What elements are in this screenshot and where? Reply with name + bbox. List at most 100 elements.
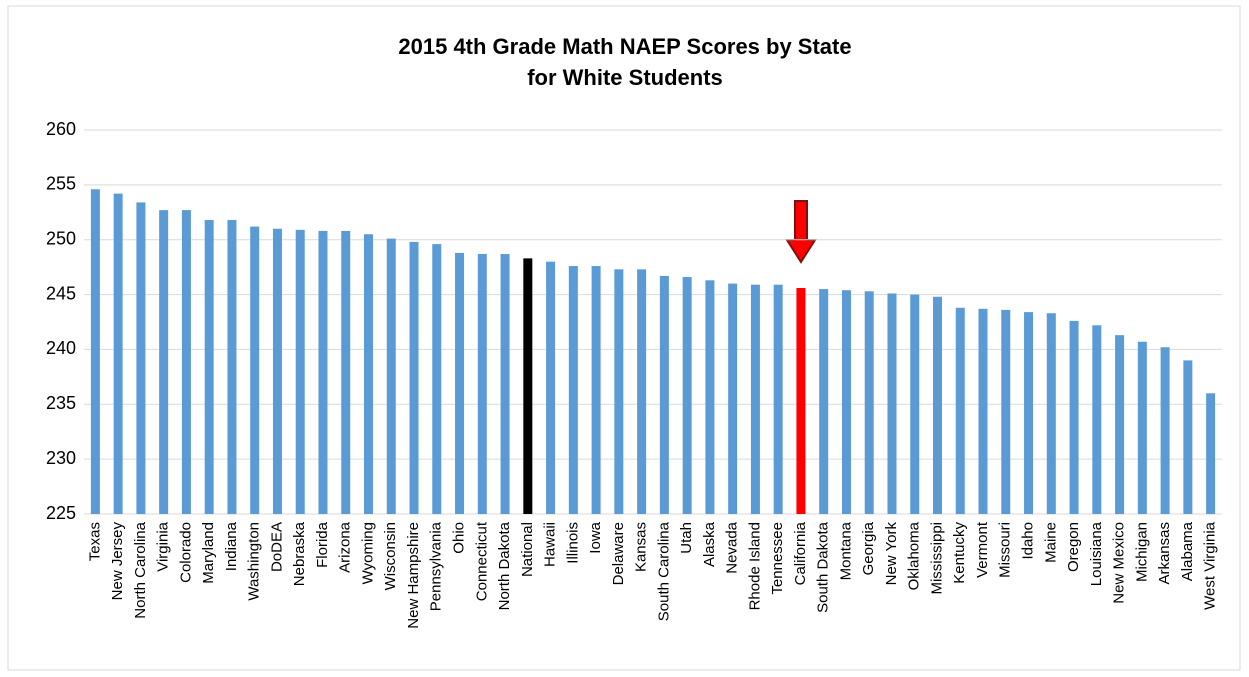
x-tick-label: Virginia — [155, 521, 172, 571]
x-tick-label: Montana — [837, 521, 854, 580]
bar — [591, 266, 601, 514]
bar — [955, 307, 965, 514]
bar — [409, 241, 419, 514]
bar — [887, 293, 897, 514]
y-tick-label: 250 — [46, 228, 76, 248]
bar — [455, 252, 465, 514]
bar — [1115, 335, 1125, 514]
x-tick-label: Iowa — [587, 521, 604, 553]
x-tick-label: Alabama — [1179, 521, 1196, 581]
bar — [728, 283, 738, 514]
x-tick-label: New Mexico — [1111, 522, 1128, 604]
bar — [1160, 347, 1170, 514]
bar — [1206, 393, 1216, 514]
x-tick-label: National — [519, 522, 536, 577]
x-tick-label: Washington — [246, 522, 263, 601]
bar — [523, 258, 533, 514]
chart-subtitle: for White Students — [527, 65, 723, 90]
x-tick-label: West Virginia — [1202, 521, 1219, 609]
x-tick-label: Florida — [314, 521, 331, 568]
x-tick-label: Wisconsin — [382, 522, 399, 590]
bar — [750, 284, 760, 514]
bar — [295, 229, 305, 514]
bar — [568, 266, 578, 514]
x-tick-label: North Dakota — [496, 521, 513, 610]
x-tick-label: Arkansas — [1156, 522, 1173, 585]
bar — [386, 238, 396, 515]
y-tick-label: 225 — [46, 503, 76, 523]
bar — [250, 226, 260, 514]
x-tick-label: Louisiana — [1088, 521, 1105, 586]
x-tick-label: Kentucky — [951, 522, 968, 584]
y-tick-label: 260 — [46, 119, 76, 139]
x-tick-label: Oklahoma — [906, 521, 923, 590]
bar — [477, 253, 487, 514]
x-tick-label: Pennsylvania — [428, 521, 445, 611]
bar — [705, 280, 715, 514]
bar — [659, 275, 669, 514]
x-tick-label: Arizona — [337, 521, 354, 573]
bar — [90, 189, 100, 514]
bar — [910, 294, 920, 514]
bar — [1183, 360, 1193, 514]
x-tick-label: Nebraska — [291, 521, 308, 586]
x-tick-label: Michigan — [1133, 522, 1150, 582]
x-tick-label: Tennessee — [769, 522, 786, 595]
x-tick-label: Ohio — [451, 522, 468, 554]
x-tick-label: Alaska — [701, 521, 718, 567]
bar — [227, 219, 237, 515]
bar — [864, 291, 874, 514]
x-tick-label: Indiana — [223, 521, 240, 571]
x-tick-label: North Carolina — [132, 521, 149, 618]
bar — [978, 308, 988, 514]
x-tick-label: South Dakota — [815, 521, 832, 613]
y-tick-label: 235 — [46, 393, 76, 413]
bar — [637, 269, 647, 514]
x-tick-label: Kansas — [633, 522, 650, 572]
x-tick-label: Georgia — [860, 521, 877, 575]
bar — [682, 277, 692, 514]
bar — [933, 296, 942, 514]
x-tick-label: Texas — [86, 522, 103, 561]
bar — [841, 290, 851, 514]
bar — [136, 202, 146, 514]
x-tick-label: Maine — [1042, 522, 1059, 563]
y-tick-label: 245 — [46, 283, 76, 303]
y-tick-label: 255 — [46, 174, 76, 194]
bar — [432, 244, 442, 515]
bar — [1137, 341, 1147, 514]
bar — [546, 261, 556, 514]
bar — [1069, 320, 1079, 514]
bar — [796, 287, 806, 514]
bar — [1092, 325, 1102, 514]
y-tick-label: 230 — [46, 448, 76, 468]
x-tick-label: Rhode Island — [746, 522, 763, 610]
x-tick-label: New Hampshire — [405, 522, 422, 629]
x-tick-label: Missouri — [997, 522, 1014, 578]
bar — [159, 210, 169, 514]
bar — [1046, 313, 1056, 514]
bar — [204, 219, 214, 515]
bar — [819, 289, 829, 514]
x-tick-label: Maryland — [200, 522, 217, 584]
x-tick-label: California — [792, 521, 809, 585]
bar — [113, 193, 123, 515]
y-tick-label: 240 — [46, 338, 76, 358]
x-tick-label: Nevada — [724, 521, 741, 573]
bar — [1001, 309, 1011, 514]
x-tick-label: New Jersey — [109, 522, 126, 601]
x-tick-label: Utah — [678, 522, 695, 554]
bar — [773, 284, 783, 514]
x-tick-label: Idaho — [1020, 522, 1037, 560]
x-tick-label: New York — [883, 522, 900, 586]
bar — [1024, 312, 1034, 514]
x-tick-label: Illinois — [564, 522, 581, 564]
chart-title: 2015 4th Grade Math NAEP Scores by State — [398, 34, 851, 59]
x-tick-label: South Carolina — [655, 521, 672, 621]
bar — [500, 253, 510, 514]
bar — [272, 228, 282, 514]
x-tick-label: DoDEA — [268, 522, 285, 572]
x-tick-label: Oregon — [1065, 522, 1082, 572]
x-tick-label: Hawaii — [542, 522, 559, 567]
